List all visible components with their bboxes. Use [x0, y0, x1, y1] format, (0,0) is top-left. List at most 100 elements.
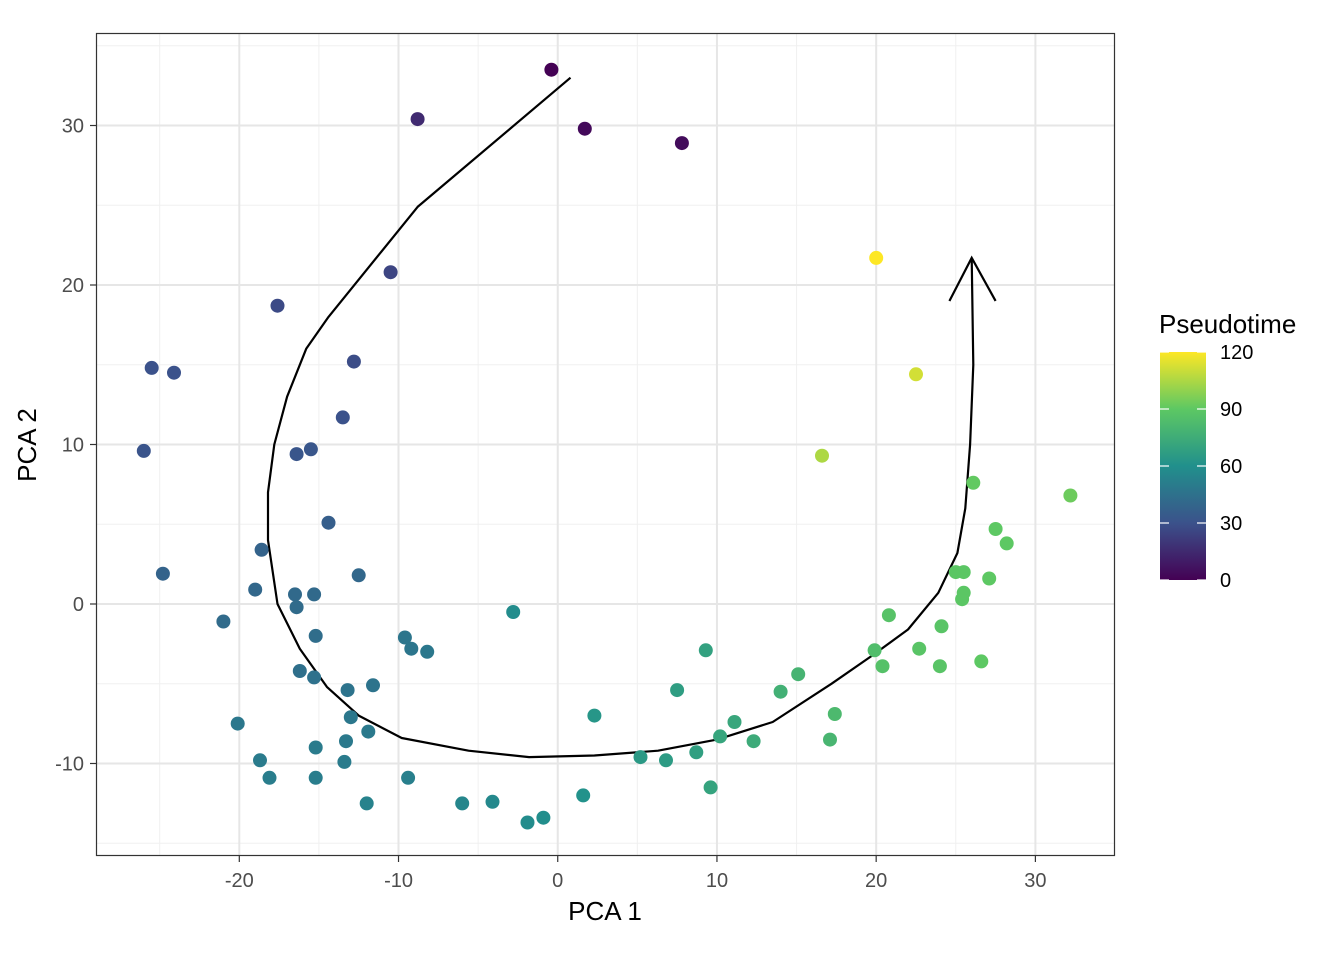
- data-point: [867, 643, 882, 658]
- colorbar-tick-label: 30: [1220, 513, 1242, 535]
- data-point: [307, 587, 322, 602]
- data-point: [703, 780, 718, 795]
- data-point: [359, 796, 374, 811]
- data-point: [659, 753, 673, 768]
- y-tick-label: -10: [55, 753, 84, 775]
- data-point: [909, 367, 923, 382]
- data-point: [956, 565, 971, 580]
- data-points: [136, 62, 1078, 830]
- data-point: [340, 683, 355, 698]
- data-point: [404, 641, 419, 656]
- legend-title: Pseudotime: [1159, 309, 1296, 339]
- data-point: [410, 112, 425, 127]
- x-tick-label: -20: [225, 870, 254, 892]
- data-point: [167, 365, 181, 380]
- data-point: [815, 448, 829, 463]
- data-point: [713, 729, 728, 744]
- data-point: [670, 683, 685, 698]
- data-point: [292, 664, 307, 678]
- data-point: [536, 810, 551, 825]
- data-point: [956, 585, 971, 600]
- data-point: [136, 443, 151, 458]
- colorbar-legend: Pseudotime 0 30 60 90 120: [1159, 309, 1296, 592]
- data-point: [875, 659, 890, 674]
- data-point: [321, 515, 336, 530]
- data-point: [401, 770, 416, 785]
- data-point: [254, 542, 269, 557]
- data-point: [361, 724, 376, 739]
- data-point: [144, 360, 159, 375]
- data-point: [303, 442, 318, 457]
- data-point: [455, 796, 470, 811]
- grid: [96, 33, 1115, 856]
- data-point: [773, 684, 788, 699]
- data-point: [988, 522, 1003, 536]
- data-point: [881, 608, 896, 623]
- data-point: [335, 410, 350, 425]
- data-point: [289, 447, 304, 462]
- data-point: [506, 605, 521, 619]
- data-point: [674, 136, 689, 151]
- data-point: [485, 794, 500, 809]
- data-point: [216, 614, 231, 629]
- x-axis-title: PCA 1: [568, 896, 642, 926]
- x-tick-label: -10: [384, 870, 413, 892]
- data-point: [698, 643, 713, 658]
- y-axis: -10 0 10 20 30: [55, 116, 96, 775]
- data-point: [912, 641, 927, 656]
- data-point: [587, 708, 602, 723]
- data-point: [1063, 488, 1078, 503]
- data-point: [339, 734, 353, 749]
- x-tick-label: 20: [865, 870, 887, 892]
- data-point: [351, 568, 366, 583]
- y-tick-label: 0: [73, 594, 84, 616]
- data-point: [869, 250, 884, 265]
- data-point: [397, 630, 412, 645]
- data-point: [308, 770, 323, 785]
- data-point: [289, 600, 304, 615]
- data-point: [966, 475, 981, 490]
- y-tick-label: 10: [62, 435, 84, 457]
- data-point: [827, 707, 842, 721]
- x-tick-label: 30: [1024, 870, 1046, 892]
- colorbar-tick-label: 0: [1220, 570, 1231, 592]
- data-point: [383, 265, 398, 280]
- trajectory-curve: [266, 76, 975, 759]
- y-tick-label: 20: [62, 275, 84, 297]
- y-axis-title: PCA 2: [12, 408, 42, 482]
- data-point: [262, 770, 277, 785]
- data-point: [934, 619, 949, 634]
- data-point: [982, 571, 997, 586]
- data-point: [932, 659, 947, 674]
- data-point: [230, 716, 245, 731]
- data-point: [791, 667, 806, 682]
- data-point: [346, 354, 361, 369]
- data-point: [577, 121, 592, 136]
- colorbar-tick-label: 60: [1220, 456, 1242, 478]
- panel-border: [95, 32, 1116, 857]
- data-point: [633, 750, 648, 765]
- data-point: [420, 644, 435, 659]
- data-point: [746, 734, 761, 749]
- data-point: [999, 536, 1014, 551]
- colorbar-tick-label: 120: [1220, 342, 1253, 364]
- data-point: [366, 678, 380, 693]
- data-point: [270, 298, 285, 313]
- colorbar-ticks: 0 30 60 90 120: [1160, 342, 1253, 592]
- data-point: [308, 628, 323, 643]
- data-point: [727, 715, 742, 729]
- data-point: [337, 754, 352, 769]
- data-point: [823, 732, 837, 747]
- data-point: [974, 654, 989, 669]
- trajectory-arrow-head: [948, 255, 997, 302]
- data-point: [576, 788, 591, 803]
- colorbar-tick-label: 90: [1220, 399, 1242, 421]
- data-point: [343, 710, 358, 725]
- y-tick-label: 30: [62, 116, 84, 138]
- data-point: [288, 587, 302, 602]
- data-point: [253, 753, 267, 768]
- data-point: [544, 62, 559, 77]
- data-point: [155, 566, 170, 581]
- data-point: [689, 745, 704, 760]
